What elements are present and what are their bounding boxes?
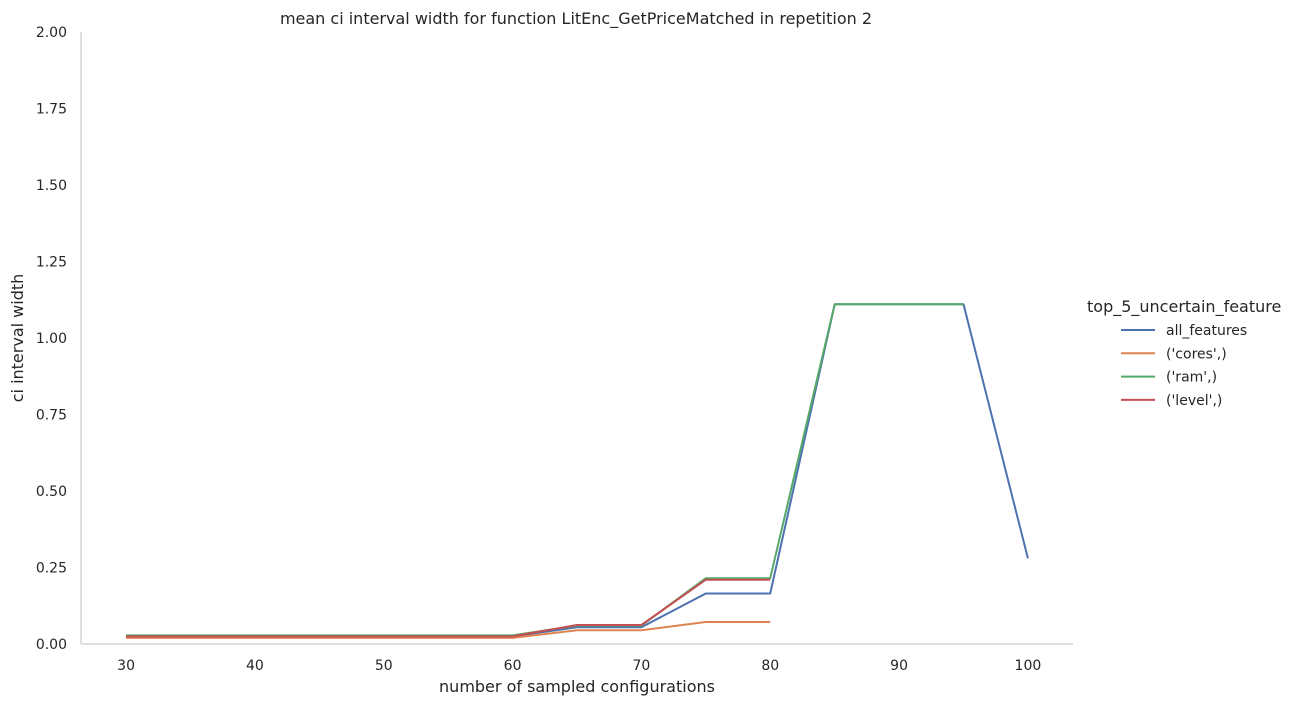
x-tick-label: 70 (633, 658, 651, 674)
legend-title: top_5_uncertain_feature (1087, 297, 1281, 317)
y-tick-label: 1.75 (36, 102, 67, 118)
legend-label: ('cores',) (1166, 346, 1227, 362)
y-tick-label: 1.00 (36, 331, 67, 347)
y-axis: 0.00 0.25 0.50 0.75 1.00 1.25 1.50 1.75 2.00 (36, 25, 82, 653)
y-tick-label: 2.00 (36, 25, 67, 41)
x-axis-title: number of sampled configurations (439, 677, 715, 696)
x-tick-label: 50 (375, 658, 393, 674)
x-tick-label: 100 (1015, 658, 1042, 674)
y-tick-label: 0.75 (36, 408, 67, 424)
legend: top_5_uncertain_feature all_features ('co… (1087, 297, 1281, 409)
series-line (126, 303, 1029, 638)
series-lines (126, 303, 1029, 639)
x-tick-label: 30 (117, 658, 135, 674)
legend-label: all_features (1166, 323, 1247, 339)
x-tick-label: 40 (246, 658, 264, 674)
legend-label: ('ram',) (1166, 370, 1217, 386)
y-axis-title: ci interval width (8, 274, 27, 403)
y-tick-label: 1.25 (36, 255, 67, 271)
y-tick-label: 0.50 (36, 484, 67, 500)
series-line (126, 621, 771, 639)
y-tick-label: 0.25 (36, 561, 67, 577)
legend-label: ('level',) (1166, 393, 1222, 409)
legend-items: all_features ('cores',) ('ram',) ('level',) (1121, 323, 1247, 409)
x-axis: 30 40 50 60 70 80 90 100 (81, 643, 1073, 674)
y-tick-label: 1.50 (36, 178, 67, 194)
y-tick-label: 0.00 (36, 637, 67, 653)
chart-title: mean ci interval width for function LitE… (280, 9, 872, 29)
x-tick-label: 60 (504, 658, 522, 674)
x-tick-label: 90 (890, 658, 908, 674)
series-line (126, 303, 964, 637)
x-tick-label: 80 (761, 658, 779, 674)
series-line (126, 578, 771, 638)
